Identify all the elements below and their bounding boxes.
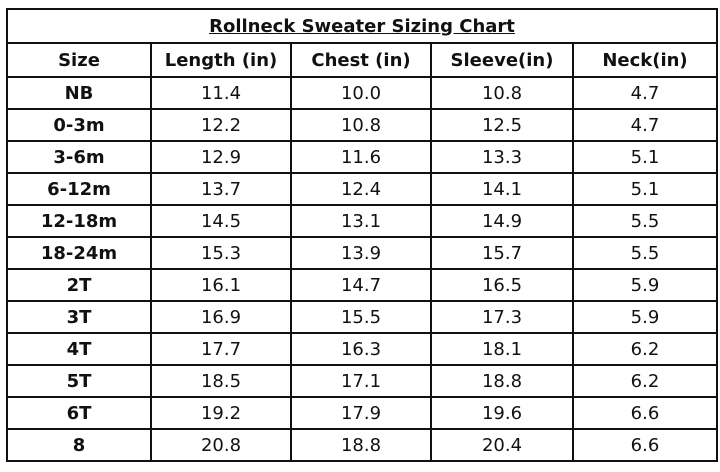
size-cell: NB (6, 76, 152, 110)
size-cell: 4T (6, 332, 152, 366)
sizing-table: Rollneck Sweater Sizing Chart Size Length… (6, 8, 718, 462)
table-row: NB 11.4 10.0 10.8 4.7 (6, 76, 718, 110)
measure-cell: 20.4 (430, 428, 574, 462)
header-cell: Size (6, 42, 152, 78)
measure-cell: 6.2 (572, 364, 718, 398)
measure-cell: 5.5 (572, 236, 718, 270)
measure-cell: 17.9 (290, 396, 432, 430)
measure-cell: 5.1 (572, 140, 718, 174)
measure-cell: 14.7 (290, 268, 432, 302)
measure-cell: 14.9 (430, 204, 574, 238)
measure-cell: 18.8 (430, 364, 574, 398)
table-row: 3T 16.9 15.5 17.3 5.9 (6, 300, 718, 334)
header-cell: Sleeve(in) (430, 42, 574, 78)
table-row: 6-12m 13.7 12.4 14.1 5.1 (6, 172, 718, 206)
table-row: 0-3m 12.2 10.8 12.5 4.7 (6, 108, 718, 142)
measure-cell: 6.6 (572, 396, 718, 430)
table-title: Rollneck Sweater Sizing Chart (6, 8, 718, 44)
size-cell: 8 (6, 428, 152, 462)
table-row: 3-6m 12.9 11.6 13.3 5.1 (6, 140, 718, 174)
header-row: Size Length (in) Chest (in) Sleeve(in) Neck(… (6, 42, 718, 78)
measure-cell: 16.1 (150, 268, 292, 302)
measure-cell: 12.4 (290, 172, 432, 206)
measure-cell: 18.8 (290, 428, 432, 462)
measure-cell: 13.3 (430, 140, 574, 174)
measure-cell: 16.5 (430, 268, 574, 302)
measure-cell: 10.8 (430, 76, 574, 110)
measure-cell: 16.9 (150, 300, 292, 334)
measure-cell: 11.6 (290, 140, 432, 174)
measure-cell: 5.5 (572, 204, 718, 238)
measure-cell: 12.2 (150, 108, 292, 142)
measure-cell: 12.5 (430, 108, 574, 142)
measure-cell: 18.5 (150, 364, 292, 398)
measure-cell: 4.7 (572, 108, 718, 142)
header-cell: Chest (in) (290, 42, 432, 78)
table-row: 18-24m 15.3 13.9 15.7 5.5 (6, 236, 718, 270)
measure-cell: 19.2 (150, 396, 292, 430)
measure-cell: 18.1 (430, 332, 574, 366)
measure-cell: 13.9 (290, 236, 432, 270)
table-row: 2T 16.1 14.7 16.5 5.9 (6, 268, 718, 302)
table-row: 4T 17.7 16.3 18.1 6.2 (6, 332, 718, 366)
measure-cell: 6.6 (572, 428, 718, 462)
measure-cell: 5.1 (572, 172, 718, 206)
measure-cell: 15.5 (290, 300, 432, 334)
size-cell: 18-24m (6, 236, 152, 270)
measure-cell: 5.9 (572, 300, 718, 334)
measure-cell: 15.7 (430, 236, 574, 270)
table-row: 12-18m 14.5 13.1 14.9 5.5 (6, 204, 718, 238)
table-body: NB 11.4 10.0 10.8 4.7 0-3m 12.2 10.8 12.5 4.7 3-6m… (6, 76, 718, 462)
measure-cell: 17.1 (290, 364, 432, 398)
table-row: 6T 19.2 17.9 19.6 6.6 (6, 396, 718, 430)
measure-cell: 6.2 (572, 332, 718, 366)
measure-cell: 16.3 (290, 332, 432, 366)
measure-cell: 15.3 (150, 236, 292, 270)
title-row: Rollneck Sweater Sizing Chart (6, 8, 718, 44)
measure-cell: 14.1 (430, 172, 574, 206)
table-row: 5T 18.5 17.1 18.8 6.2 (6, 364, 718, 398)
header-cell: Neck(in) (572, 42, 718, 78)
measure-cell: 13.7 (150, 172, 292, 206)
size-cell: 5T (6, 364, 152, 398)
measure-cell: 5.9 (572, 268, 718, 302)
size-cell: 0-3m (6, 108, 152, 142)
measure-cell: 17.3 (430, 300, 574, 334)
size-cell: 6-12m (6, 172, 152, 206)
measure-cell: 12.9 (150, 140, 292, 174)
measure-cell: 14.5 (150, 204, 292, 238)
measure-cell: 20.8 (150, 428, 292, 462)
header-cell: Length (in) (150, 42, 292, 78)
measure-cell: 4.7 (572, 76, 718, 110)
measure-cell: 11.4 (150, 76, 292, 110)
size-cell: 6T (6, 396, 152, 430)
size-cell: 3T (6, 300, 152, 334)
measure-cell: 10.8 (290, 108, 432, 142)
measure-cell: 13.1 (290, 204, 432, 238)
size-cell: 12-18m (6, 204, 152, 238)
table-row: 8 20.8 18.8 20.4 6.6 (6, 428, 718, 462)
measure-cell: 10.0 (290, 76, 432, 110)
measure-cell: 17.7 (150, 332, 292, 366)
size-cell: 2T (6, 268, 152, 302)
size-cell: 3-6m (6, 140, 152, 174)
measure-cell: 19.6 (430, 396, 574, 430)
